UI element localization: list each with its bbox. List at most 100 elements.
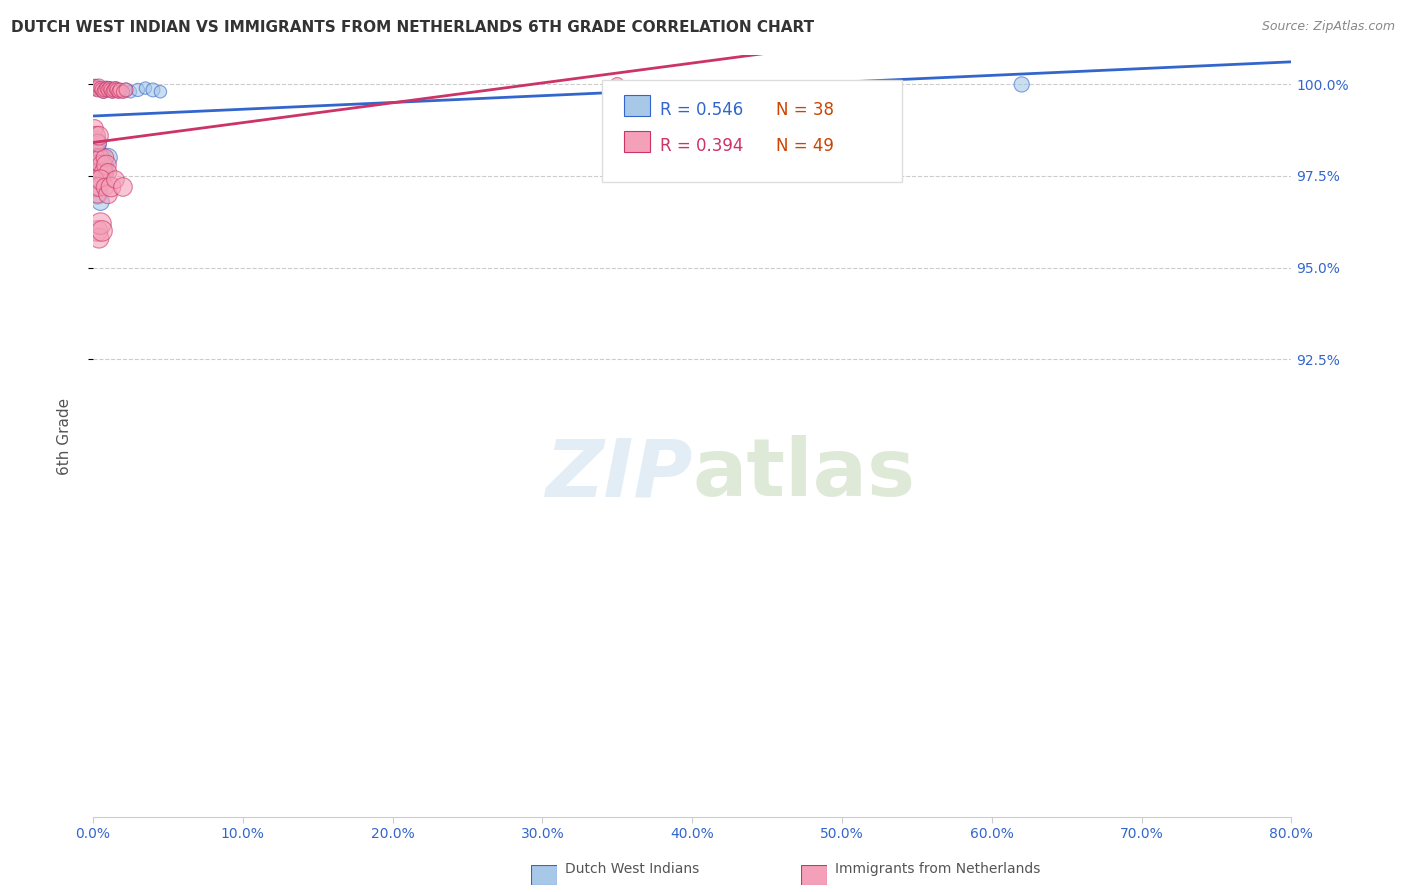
Point — [111, 180, 134, 194]
Point — [93, 165, 115, 179]
Point — [115, 83, 138, 97]
Point — [83, 79, 105, 94]
Point — [84, 180, 107, 194]
Point — [93, 158, 115, 172]
Point — [94, 83, 117, 97]
Point — [87, 165, 110, 179]
Point — [87, 128, 110, 143]
Point — [107, 85, 129, 99]
Point — [1011, 78, 1033, 92]
Point — [93, 85, 115, 99]
Point — [98, 81, 121, 95]
Text: R = 0.394: R = 0.394 — [659, 136, 744, 154]
Point — [91, 224, 114, 238]
Point — [83, 136, 105, 150]
FancyBboxPatch shape — [624, 130, 650, 152]
Point — [105, 83, 128, 97]
Text: Source: ZipAtlas.com: Source: ZipAtlas.com — [1261, 20, 1395, 33]
Point — [96, 158, 118, 172]
Point — [87, 79, 110, 94]
Point — [97, 165, 120, 179]
Point — [86, 224, 108, 238]
Point — [94, 151, 117, 165]
Point — [98, 81, 121, 95]
Point — [86, 136, 108, 150]
Y-axis label: 6th Grade: 6th Grade — [58, 398, 72, 475]
Point — [86, 81, 108, 95]
Text: atlas: atlas — [692, 435, 915, 513]
Point — [97, 187, 120, 202]
Point — [86, 83, 108, 97]
Point — [100, 180, 122, 194]
Point — [111, 85, 134, 99]
FancyBboxPatch shape — [602, 79, 901, 182]
Point — [89, 158, 111, 172]
Point — [100, 83, 122, 97]
Text: R = 0.546: R = 0.546 — [659, 101, 742, 119]
Point — [86, 187, 108, 202]
Point — [89, 172, 111, 186]
Point — [87, 231, 110, 245]
Point — [83, 172, 105, 186]
Text: DUTCH WEST INDIAN VS IMMIGRANTS FROM NETHERLANDS 6TH GRADE CORRELATION CHART: DUTCH WEST INDIAN VS IMMIGRANTS FROM NET… — [11, 20, 814, 35]
Point — [127, 83, 149, 97]
Point — [91, 151, 114, 165]
Point — [142, 83, 165, 97]
Point — [84, 144, 107, 158]
Point — [120, 85, 142, 99]
Point — [83, 121, 105, 136]
Point — [108, 83, 131, 97]
Point — [107, 85, 129, 99]
Point — [84, 165, 107, 179]
Point — [149, 85, 172, 99]
Point — [104, 172, 127, 186]
Point — [606, 78, 628, 92]
Point — [83, 144, 105, 158]
Point — [87, 83, 110, 97]
Point — [87, 180, 110, 194]
Text: N = 49: N = 49 — [776, 136, 834, 154]
Point — [84, 79, 107, 94]
Point — [104, 81, 127, 95]
Point — [103, 83, 125, 97]
Point — [84, 81, 107, 95]
Point — [86, 187, 108, 202]
Point — [94, 165, 117, 179]
Point — [83, 81, 105, 95]
Point — [115, 83, 138, 97]
Point — [86, 151, 108, 165]
Text: Immigrants from Netherlands: Immigrants from Netherlands — [835, 862, 1040, 876]
FancyBboxPatch shape — [624, 95, 650, 116]
Point — [96, 81, 118, 95]
Text: N = 38: N = 38 — [776, 101, 834, 119]
Point — [94, 83, 117, 97]
Point — [87, 165, 110, 179]
Point — [89, 151, 111, 165]
Point — [89, 194, 111, 209]
Point — [91, 158, 114, 172]
Point — [94, 180, 117, 194]
Point — [100, 83, 122, 97]
Point — [89, 81, 111, 95]
Point — [84, 128, 107, 143]
Text: ZIP: ZIP — [544, 435, 692, 513]
Point — [89, 81, 111, 95]
Point — [97, 151, 120, 165]
Point — [101, 85, 124, 99]
Point — [97, 83, 120, 97]
Point — [134, 81, 156, 95]
Point — [96, 81, 118, 95]
Point — [105, 83, 128, 97]
Point — [103, 83, 125, 97]
Point — [84, 151, 107, 165]
Point — [111, 85, 134, 99]
Point — [97, 83, 120, 97]
Point — [93, 85, 115, 99]
Point — [89, 217, 111, 231]
Point — [101, 85, 124, 99]
Point — [104, 81, 127, 95]
Point — [86, 158, 108, 172]
Point — [91, 83, 114, 97]
Point — [108, 83, 131, 97]
Text: Dutch West Indians: Dutch West Indians — [565, 862, 699, 876]
